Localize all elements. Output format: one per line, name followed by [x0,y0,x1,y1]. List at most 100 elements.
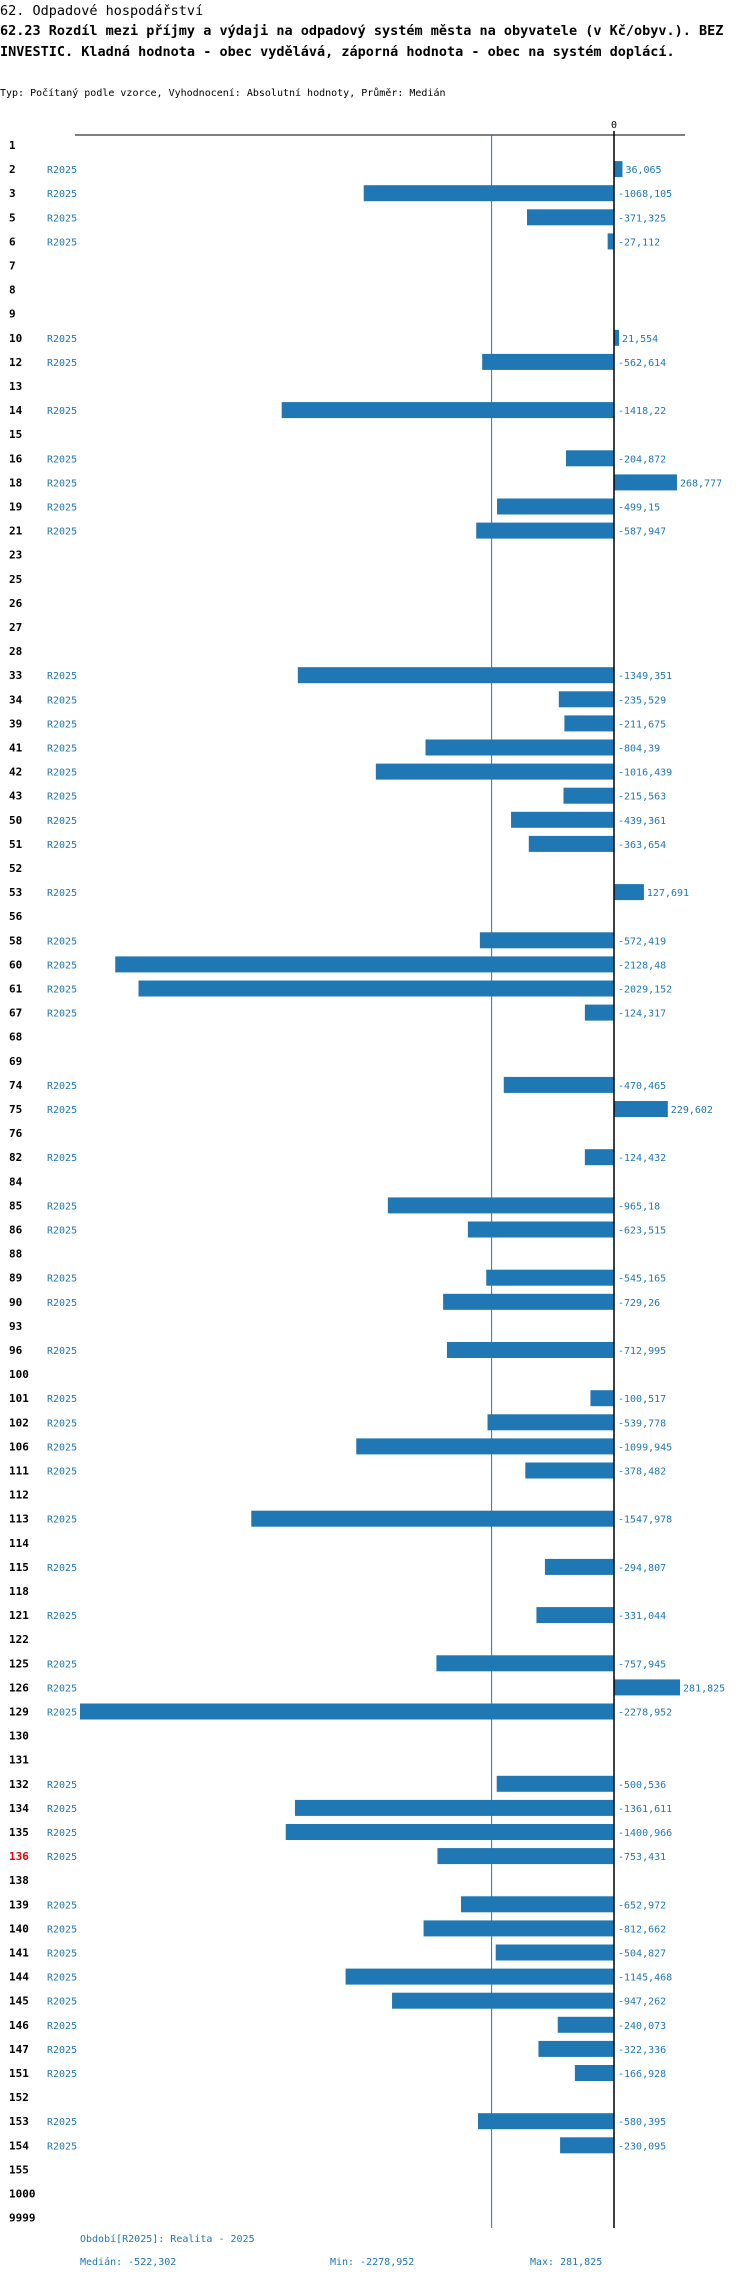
bar [560,2137,614,2154]
value-label: -812,662 [618,1924,666,1935]
value-label: -947,262 [618,1997,666,2008]
value-label: -124,432 [618,1153,666,1164]
bar [345,1968,614,1985]
bar [563,787,614,804]
value-label: -378,482 [618,1467,666,1478]
series-label: R2025 [47,2045,77,2056]
row-label: 125 [9,1657,29,1670]
value-label: -1068,105 [618,189,672,200]
row-label: 140 [9,1922,29,1935]
zero-tick-label: 0 [611,120,617,131]
bar [574,2065,614,2081]
bar [497,498,614,515]
row-label: 114 [9,1537,29,1550]
row-label: 56 [9,910,23,923]
series-label: R2025 [47,1659,77,1670]
value-label: -965,18 [618,1201,660,1212]
row-label: 26 [9,597,23,610]
value-label: -100,517 [618,1394,666,1405]
row-label: 153 [9,2115,29,2128]
bar [614,1679,681,1696]
section-title: 62. Odpadové hospodářství [0,3,204,19]
value-label: -1361,611 [618,1804,672,1815]
bar [392,1992,614,2009]
series-label: R2025 [47,2021,77,2032]
series-label: R2025 [47,1900,77,1911]
row-label: 155 [9,2163,29,2176]
series-label: R2025 [47,888,77,899]
series-label: R2025 [47,1442,77,1453]
series-label: R2025 [47,2117,77,2128]
value-label: -2029,152 [618,985,672,996]
row-label: 43 [9,790,22,803]
series-label: R2025 [47,213,77,224]
bar [487,1414,614,1431]
series-label: R2025 [47,1683,77,1694]
bar [436,1655,614,1672]
series-label: R2025 [47,478,77,489]
value-label: -580,395 [618,2117,666,2128]
row-label: 112 [9,1489,29,1502]
series-label: R2025 [47,1153,77,1164]
row-label: 115 [9,1561,29,1574]
series-label: R2025 [47,165,77,176]
series-label: R2025 [47,792,77,803]
value-label: -623,515 [618,1226,666,1237]
series-label: R2025 [47,334,77,345]
value-label: -499,15 [618,503,660,514]
value-label: -572,419 [618,936,666,947]
footer-median: Medián: -522,302 [80,2257,177,2268]
series-label: R2025 [47,1997,77,2008]
bar [614,884,644,901]
series-label: R2025 [47,237,77,248]
series-label: R2025 [47,1226,77,1237]
bar [495,1944,614,1961]
row-label: 86 [9,1224,23,1237]
row-label: 7 [9,260,16,273]
row-label: 19 [9,501,22,514]
series-label: R2025 [47,1973,77,1984]
row-label: 9999 [9,2212,36,2225]
series-label: R2025 [47,358,77,369]
row-label: 60 [9,958,22,971]
row-label: 154 [9,2139,29,2152]
bar [614,329,620,346]
value-label: -215,563 [618,792,666,803]
value-label: -204,872 [618,454,666,465]
value-label: -166,928 [618,2069,666,2080]
row-label: 139 [9,1898,29,1911]
row-label: 131 [9,1754,29,1767]
row-label: 14 [9,404,23,417]
value-label: -1016,439 [618,768,672,779]
series-label: R2025 [47,1515,77,1526]
value-label: -545,165 [618,1274,666,1285]
value-label: -1418,22 [618,406,666,417]
series-label: R2025 [47,527,77,538]
row-label: 53 [9,886,22,899]
row-label: 27 [9,621,22,634]
row-label: 85 [9,1199,22,1212]
row-label: 41 [9,742,23,755]
row-label: 61 [9,983,23,996]
footer-period: Období[R2025]: Realita - 2025 [80,2234,255,2245]
value-label: -500,536 [618,1780,666,1791]
value-label: -1400,966 [618,1828,672,1839]
row-label: 69 [9,1055,22,1068]
value-label: -240,073 [618,2021,666,2032]
row-label: 3 [9,187,16,200]
value-label: -1547,978 [618,1515,672,1526]
series-label: R2025 [47,1563,77,1574]
row-label: 34 [9,693,23,706]
row-label: 129 [9,1706,29,1719]
row-label: 89 [9,1272,22,1285]
row-label: 51 [9,838,23,851]
series-label: R2025 [47,1611,77,1622]
series-label: R2025 [47,1949,77,1960]
row-label: 134 [9,1802,29,1815]
series-label: R2025 [47,1346,77,1357]
row-label: 88 [9,1248,22,1261]
value-label: -504,827 [618,1949,666,1960]
bar [614,474,677,491]
series-label: R2025 [47,671,77,682]
